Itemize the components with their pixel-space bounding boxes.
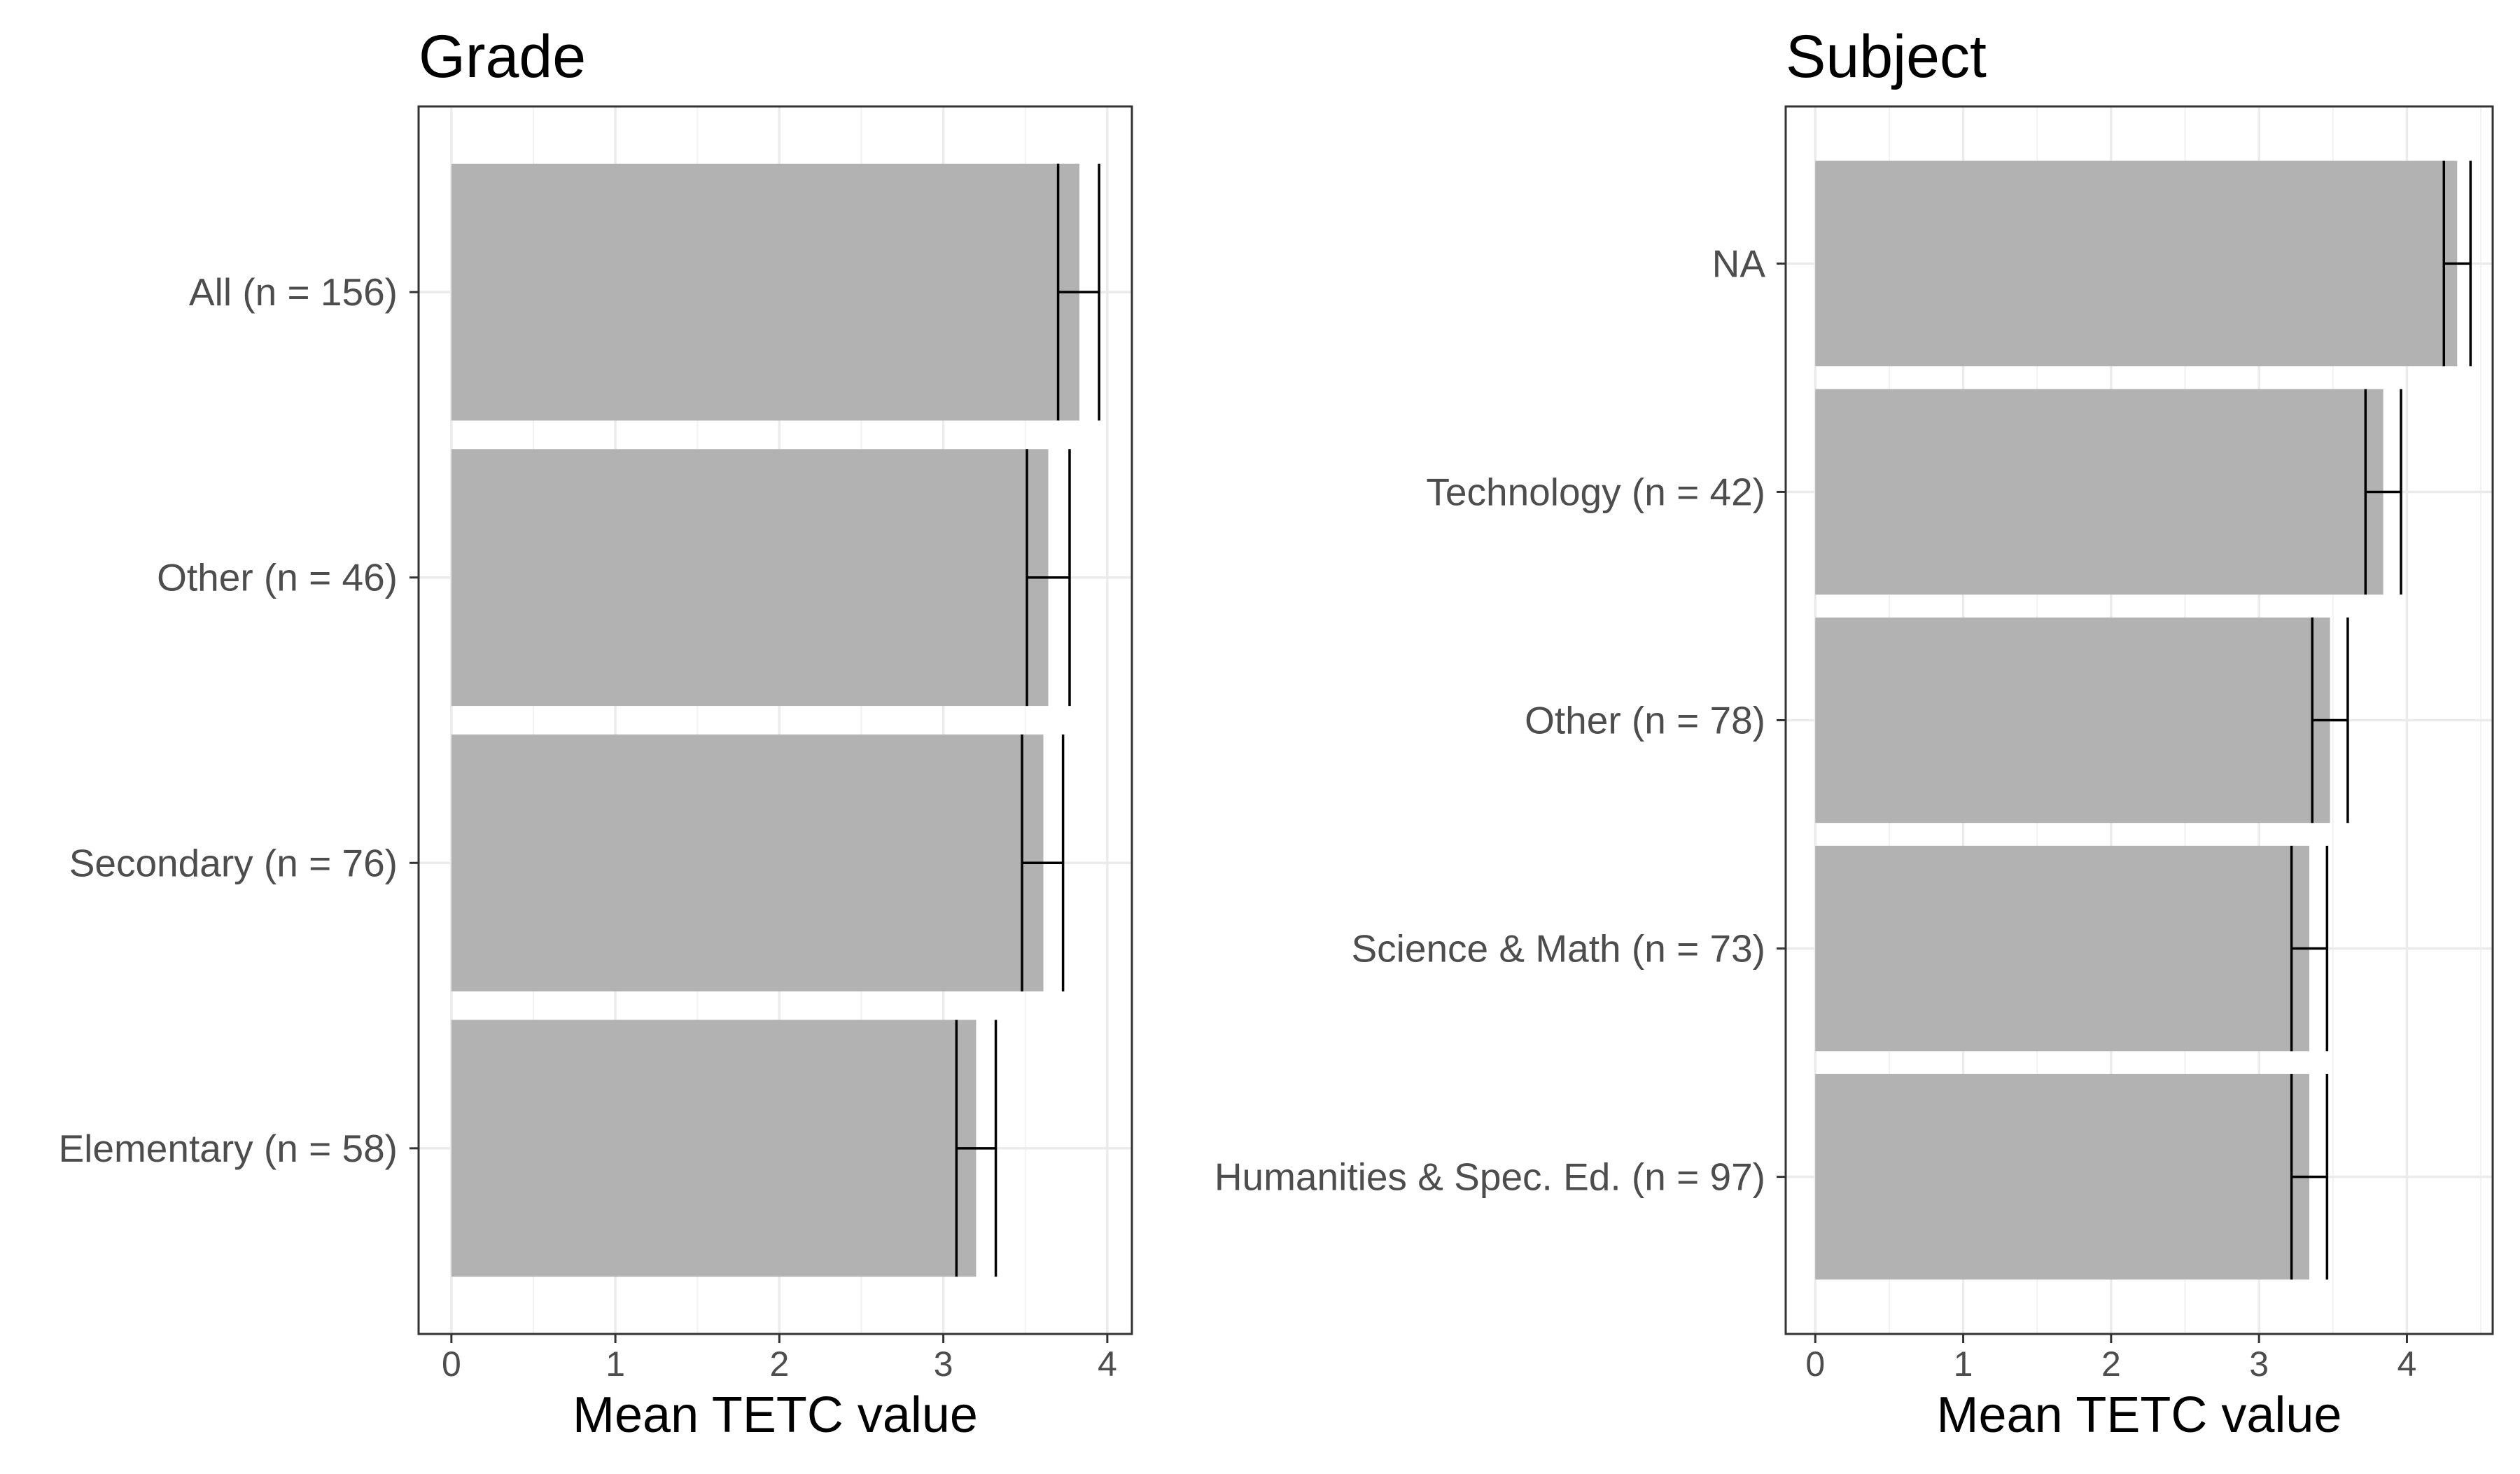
category-label: Elementary (n = 58) <box>58 1127 398 1170</box>
x-tick-label: 1 <box>1954 1344 1973 1384</box>
category-label: Technology (n = 42) <box>1426 470 1765 513</box>
category-label: All (n = 156) <box>189 270 398 314</box>
category-label: Other (n = 46) <box>157 556 398 599</box>
x-tick-label: 4 <box>1098 1344 1117 1384</box>
x-tick-label: 1 <box>606 1344 625 1384</box>
bar <box>451 163 1080 421</box>
subject-panel: NA Technology (n = 42) Other (n = 78) Scien… <box>1214 23 2494 1443</box>
x-tick-label: 3 <box>934 1344 953 1384</box>
x-tick-label: 2 <box>769 1344 789 1384</box>
category-label: Other (n = 78) <box>1525 699 1765 742</box>
x-tick-label: 0 <box>442 1344 461 1384</box>
bar <box>451 1020 976 1277</box>
x-tick-label: 4 <box>2398 1344 2417 1384</box>
bar <box>451 734 1044 992</box>
x-tick-label: 0 <box>1805 1344 1825 1384</box>
bar <box>451 449 1049 707</box>
bar <box>1815 845 2309 1052</box>
panel-border <box>417 105 1133 1335</box>
category-label: Science & Math (n = 73) <box>1351 927 1765 971</box>
bar <box>1815 617 2330 823</box>
panel-title: Grade <box>419 23 586 90</box>
x-axis-title: Mean TETC value <box>1937 1387 2342 1443</box>
x-axis-title: Mean TETC value <box>573 1387 978 1443</box>
category-label: Humanities & Spec. Ed. (n = 97) <box>1214 1155 1765 1199</box>
bar <box>1815 160 2458 367</box>
bar <box>1815 389 2384 595</box>
category-label: NA <box>1712 242 1766 285</box>
x-tick-label: 3 <box>2249 1344 2269 1384</box>
grade-panel: All (n = 156) Other (n = 46) Secondary (n … <box>58 23 1133 1443</box>
x-tick-label: 2 <box>2101 1344 2121 1384</box>
panel-title: Subject <box>1786 23 1987 90</box>
bar <box>1815 1073 2309 1280</box>
category-label: Secondary (n = 76) <box>69 841 398 884</box>
